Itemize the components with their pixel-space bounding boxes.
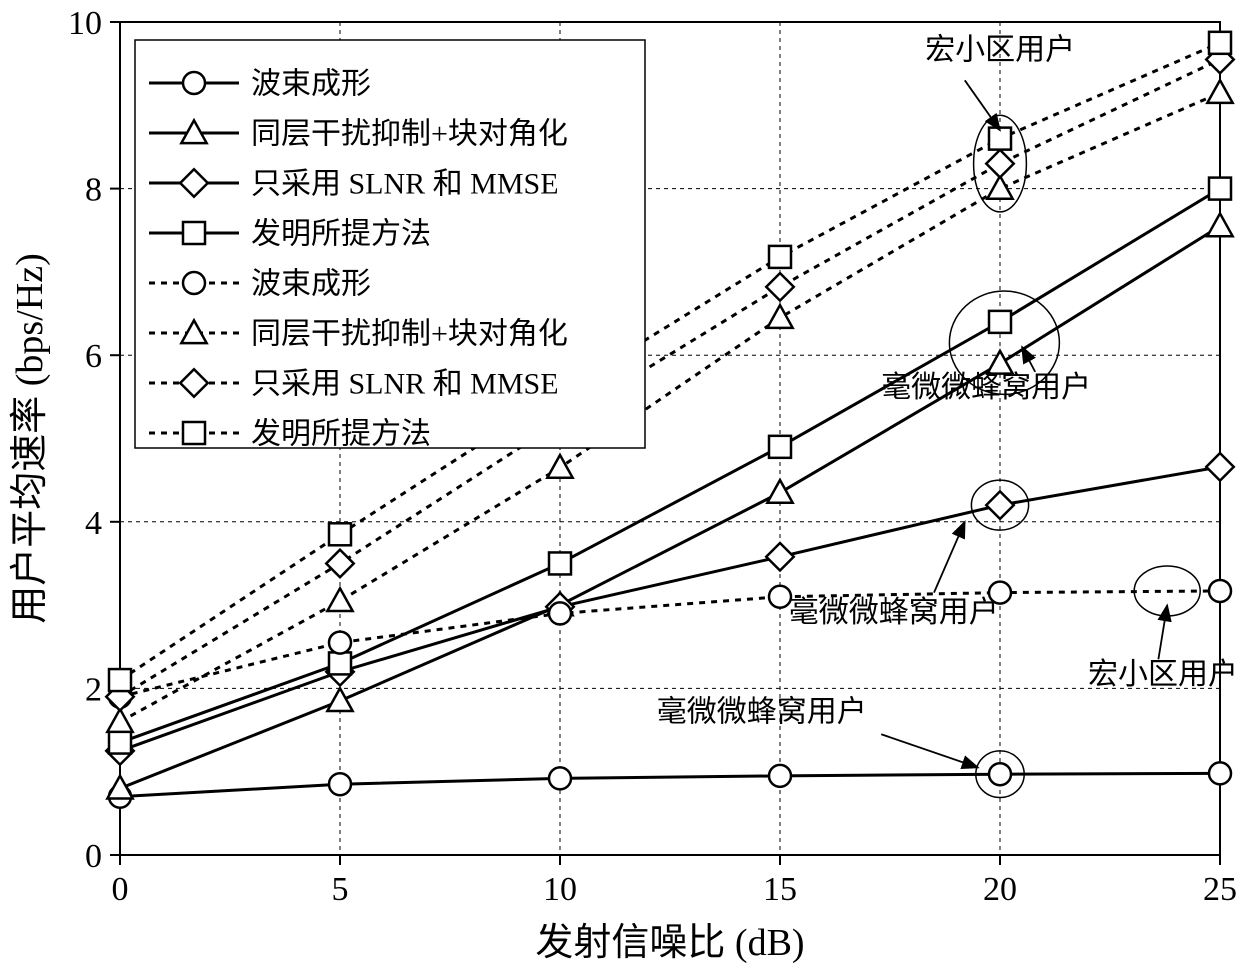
annotation-text: 毫微微蜂窝用户 (789, 596, 999, 629)
svg-text:0: 0 (85, 838, 102, 875)
legend-label: 同层干扰抑制+块对角化 (251, 118, 568, 151)
legend-label: 发明所提方法 (251, 218, 431, 251)
y-axis-label: 用户平均速率 (bps/Hz) (9, 253, 51, 623)
svg-text:5: 5 (332, 871, 349, 908)
legend-label: 波束成形 (251, 68, 371, 101)
svg-text:10: 10 (543, 871, 577, 908)
svg-text:2: 2 (85, 671, 102, 708)
legend-label: 只采用 SLNR 和 MMSE (251, 168, 559, 201)
annotation-text: 宏小区用户 (1088, 658, 1238, 691)
annotation-text: 毫微微蜂窝用户 (881, 371, 1091, 404)
svg-text:6: 6 (85, 338, 102, 375)
legend-label: 只采用 SLNR 和 MMSE (251, 368, 559, 401)
svg-text:8: 8 (85, 172, 102, 209)
legend-label: 同层干扰抑制+块对角化 (251, 318, 568, 351)
svg-text:10: 10 (68, 5, 102, 42)
line-chart: 0 5 10 15 20 25 0 2 4 6 8 10 发射信噪比 (dB) 用户平均速率 (bps/H… (0, 0, 1240, 975)
svg-text:4: 4 (85, 505, 102, 542)
x-axis-label: 发射信噪比 (dB) (535, 922, 804, 964)
legend-label: 发明所提方法 (251, 418, 431, 451)
svg-text:15: 15 (763, 871, 797, 908)
svg-text:20: 20 (983, 871, 1017, 908)
svg-text:25: 25 (1203, 871, 1237, 908)
legend-label: 波束成形 (251, 268, 371, 301)
annotation-text: 毫微微蜂窝用户 (657, 696, 867, 729)
annotation-text: 宏小区用户 (925, 33, 1075, 66)
chart-container: 0 5 10 15 20 25 0 2 4 6 8 10 发射信噪比 (dB) 用户平均速率 (bps/H… (0, 0, 1240, 975)
svg-text:0: 0 (112, 871, 129, 908)
